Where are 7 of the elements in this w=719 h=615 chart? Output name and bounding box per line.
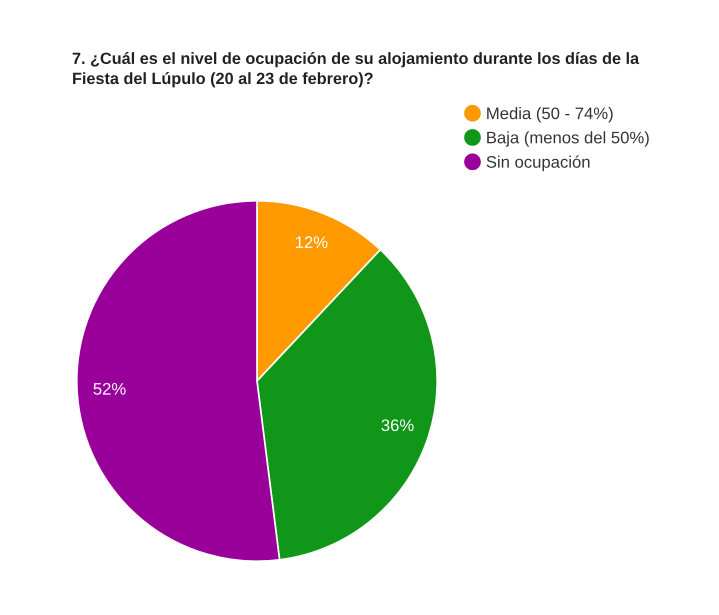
data-label: 52%: [94, 382, 126, 395]
data-label: 36%: [381, 419, 414, 432]
chart-title: 7. ¿Cuál es el nivel de ocupación de su alojamiento durante los días de la Fiesta del Lúpulo (20 al 23 de febrero)?: [72, 52, 640, 88]
legend-label: Sin ocupación: [486, 155, 590, 172]
legend-label: Baja (menos del 50%): [487, 131, 649, 147]
data-label: 12%: [296, 236, 328, 248]
legend-label: Media (50 - 74%): [487, 107, 613, 123]
